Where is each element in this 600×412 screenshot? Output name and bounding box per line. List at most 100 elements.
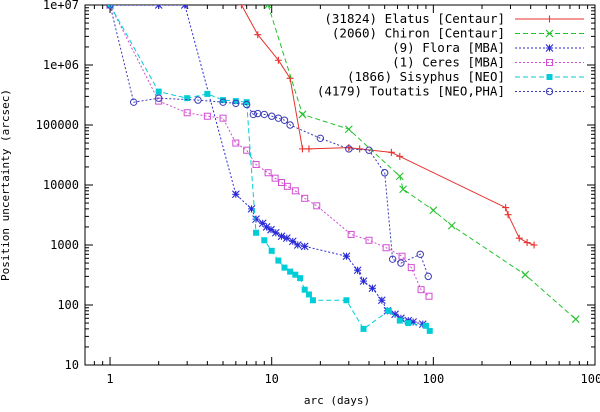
data-point (356, 145, 364, 153)
data-point (405, 320, 412, 327)
data-point (194, 96, 202, 104)
data-point (260, 110, 268, 119)
data-point (301, 194, 309, 202)
data-point (365, 236, 373, 244)
legend: (31824) Elatus [Centaur](2060) Chiron [C… (317, 11, 584, 99)
data-point (249, 110, 258, 119)
legend-label: (2060) Chiron [Centaur] (332, 26, 505, 41)
data-point (253, 229, 260, 236)
x-tick-label: 10 (264, 372, 278, 386)
data-point (129, 98, 138, 106)
data-point (353, 266, 362, 275)
plot-frame (84, 4, 596, 366)
data-point (232, 139, 240, 147)
data-point (286, 121, 294, 129)
data-point (267, 112, 276, 120)
data-point (347, 230, 355, 238)
data-point (359, 277, 368, 286)
data-point (345, 145, 353, 153)
data-point (391, 310, 399, 319)
data-point (425, 292, 433, 300)
data-point (399, 185, 407, 194)
data-point (264, 5, 272, 9)
data-point (274, 56, 282, 64)
y-tick-label: 1e+07 (43, 0, 79, 12)
data-point (313, 202, 321, 210)
x-tick-label: 1 (106, 372, 113, 386)
data-point (447, 221, 456, 230)
series-2 (264, 5, 580, 324)
data-point (300, 242, 309, 251)
data-point (261, 237, 268, 244)
series-1 (237, 5, 538, 249)
data-point (504, 211, 512, 219)
series-4 (106, 5, 433, 300)
x-axis-title: arc (days) (304, 394, 370, 407)
data-point (247, 204, 256, 213)
data-point (264, 169, 272, 177)
data-point (220, 97, 227, 104)
data-point (243, 99, 250, 106)
data-point (395, 172, 404, 181)
data-point (180, 5, 189, 9)
data-point (275, 257, 282, 264)
data-point (254, 31, 262, 39)
data-point (530, 241, 538, 249)
legend-swatch-marker (545, 44, 554, 52)
data-point (396, 317, 403, 324)
y-tick-label: 10 (65, 358, 79, 372)
legend-label: (1) Ceres [MBA] (392, 55, 505, 70)
data-point (407, 264, 415, 272)
data-point (397, 259, 405, 267)
data-point (515, 234, 523, 242)
y-tick-label: 100000 (36, 118, 79, 132)
data-point (293, 241, 302, 249)
data-point (292, 271, 299, 278)
data-point (398, 252, 406, 260)
data-point (280, 116, 289, 124)
data-point (204, 90, 211, 97)
data-point (277, 232, 286, 241)
y-tick-label: 1e+06 (43, 58, 79, 72)
data-point (365, 146, 373, 154)
data-point (219, 114, 227, 122)
data-point (368, 284, 377, 293)
data-point (243, 146, 251, 154)
data-point (571, 315, 580, 324)
data-point (232, 98, 239, 105)
data-point (298, 110, 307, 119)
data-point (258, 219, 267, 228)
data-point (154, 5, 163, 9)
data-point (344, 125, 353, 134)
legend-label: (4179) Toutatis [NEO,PHA] (317, 84, 505, 99)
data-point (106, 5, 114, 9)
data-point (429, 206, 438, 215)
series-3 (106, 5, 427, 329)
series-line (267, 5, 577, 320)
series-line (109, 5, 429, 277)
data-point (426, 327, 433, 334)
data-point (396, 152, 404, 160)
x-tick-label: 1000 (581, 372, 600, 386)
legend-swatch-marker (546, 59, 553, 66)
data-point (342, 252, 351, 261)
data-point (521, 270, 530, 279)
legend-swatch-marker (546, 15, 553, 23)
data-point (252, 160, 260, 168)
y-tick-label: 100 (57, 298, 79, 312)
data-point (305, 145, 313, 153)
data-point (343, 297, 350, 304)
data-point (301, 286, 308, 293)
x-tick-label: 100 (423, 372, 445, 386)
data-point (305, 291, 312, 298)
data-point (298, 145, 306, 153)
data-point (271, 228, 280, 237)
data-point (316, 134, 325, 143)
data-point (385, 307, 392, 314)
data-point (418, 320, 427, 329)
y-axis: 10 100 1000 10000 100000 1e+06 1e+07 (36, 0, 595, 372)
data-point (252, 215, 260, 224)
data-point (309, 297, 316, 304)
data-point (382, 244, 390, 252)
